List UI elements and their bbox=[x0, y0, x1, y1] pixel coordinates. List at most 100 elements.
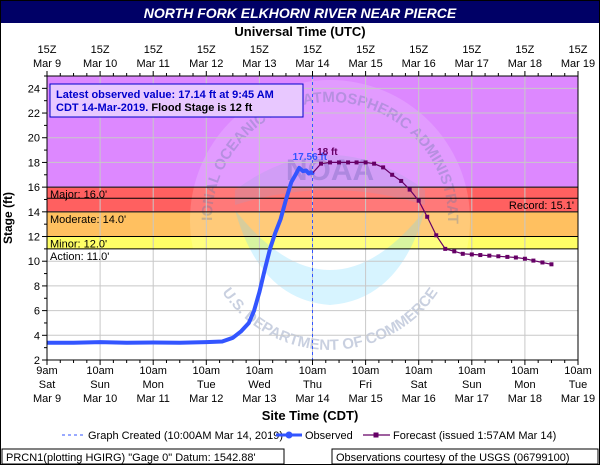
bottom-tick-label-day: Thu bbox=[303, 379, 322, 391]
bottom-tick-label-day: Sun bbox=[90, 379, 110, 391]
bottom-tick-label-day: Mon bbox=[514, 379, 535, 391]
top-tick-label-time: 15Z bbox=[409, 44, 428, 56]
top-tick-label-date: Mar 11 bbox=[136, 58, 169, 70]
info-line-2: CDT 14-Mar-2019. Flood Stage is 12 ft bbox=[56, 102, 253, 114]
top-tick-label-time: 15Z bbox=[356, 44, 375, 56]
bottom-tick-label-day: Sat bbox=[39, 379, 56, 391]
legend: Graph Created (10:00AM Mar 14, 2019) Obs… bbox=[62, 430, 556, 442]
top-tick-label-time: 15Z bbox=[303, 44, 322, 56]
x-axis-title: Site Time (CDT) bbox=[262, 408, 359, 423]
bottom-tick-label-date: Mar 18 bbox=[508, 393, 542, 405]
bottom-tick-label-date: Mar 10 bbox=[83, 393, 117, 405]
forecast-point bbox=[540, 260, 545, 265]
forecast-point bbox=[337, 160, 342, 165]
top-tick-label-time: 15Z bbox=[462, 44, 481, 56]
y-tick-label: 24 bbox=[28, 83, 40, 95]
bottom-tick-label-time: 9am bbox=[36, 365, 57, 377]
y-tick-label: 2 bbox=[34, 355, 40, 367]
top-tick-label-time: 15Z bbox=[250, 44, 269, 56]
threshold-label-minor: Minor: 12.0' bbox=[50, 239, 107, 251]
value-annotation: 18 ft bbox=[317, 147, 338, 158]
top-tick-label-date: Mar 12 bbox=[189, 58, 223, 70]
bottom-tick-label-date: Mar 12 bbox=[189, 393, 223, 405]
y-tick-label: 4 bbox=[34, 330, 40, 342]
top-tick-label-date: Mar 16 bbox=[402, 58, 436, 70]
plot-border bbox=[46, 75, 579, 361]
watermark-disc bbox=[190, 80, 470, 360]
bottom-tick-label-day: Wed bbox=[248, 379, 270, 391]
forecast-point bbox=[390, 172, 395, 177]
threshold-label-major: Major: 16.0' bbox=[50, 189, 107, 201]
bottom-tick-label-date: Mar 15 bbox=[348, 393, 382, 405]
forecast-point bbox=[381, 165, 386, 170]
title-bar bbox=[1, 1, 599, 23]
y-tick-label: 18 bbox=[28, 157, 40, 169]
y-tick-label: 12 bbox=[28, 232, 40, 244]
y-tick-label: 10 bbox=[28, 256, 40, 268]
top-tick-label-date: Mar 9 bbox=[33, 58, 61, 70]
threshold-labels: Major: 16.0' Moderate: 14.0' Minor: 12.0'A… bbox=[50, 189, 574, 263]
legend-created-label: Graph Created (10:00AM Mar 14, 2019) bbox=[88, 430, 283, 442]
y-axis-title: Stage (ft) bbox=[1, 192, 15, 244]
bottom-tick-label-day: Fri bbox=[359, 379, 372, 391]
bottom-tick-label-time: 10am bbox=[352, 365, 380, 377]
watermark-wave bbox=[235, 210, 425, 305]
bottom-tick-label-date: Mar 19 bbox=[561, 393, 595, 405]
info-line-2-date: CDT 14-Mar-2019. bbox=[56, 102, 148, 114]
forecast-point bbox=[531, 258, 536, 263]
footer-right-text: Observations courtesy of the USGS (06799… bbox=[336, 452, 570, 464]
forecast-point bbox=[328, 160, 333, 165]
bottom-tick-label-day: Tue bbox=[197, 379, 216, 391]
top-tick-label-time: 15Z bbox=[91, 44, 110, 56]
top-tick-label-date: Mar 14 bbox=[295, 58, 329, 70]
bottom-tick-label-time: 10am bbox=[511, 365, 539, 377]
top-tick-label-date: Mar 10 bbox=[83, 58, 117, 70]
forecast-point bbox=[522, 256, 527, 261]
legend-observed-label: Observed bbox=[305, 430, 353, 442]
forecast-point bbox=[346, 160, 351, 165]
forecast-point bbox=[354, 160, 359, 165]
forecast-point bbox=[487, 253, 492, 258]
top-tick-label-date: Mar 15 bbox=[348, 58, 382, 70]
footer-left-text: PRCN1(plotting HGIRG) "Gage 0" Datum: 15… bbox=[6, 452, 256, 464]
bottom-tick-label-time: 10am bbox=[246, 365, 274, 377]
bottom-tick-label-time: 10am bbox=[564, 365, 592, 377]
top-tick-label-date: Mar 18 bbox=[508, 58, 542, 70]
bottom-tick-label-day: Sat bbox=[410, 379, 427, 391]
forecast-point bbox=[372, 161, 377, 166]
forecast-point bbox=[407, 187, 412, 192]
bottom-tick-label-time: 10am bbox=[458, 365, 486, 377]
info-line-1: Latest observed value: 17.14 ft at 9:45 … bbox=[56, 89, 274, 101]
value-annotation: 17.56 ft bbox=[293, 152, 328, 163]
top-tick-labels: 15Z Mar 9 15Z Mar 10 15Z Mar 11 15Z Mar 12 15Z Ma… bbox=[33, 44, 595, 70]
y-tick-label: 22 bbox=[28, 108, 40, 120]
forecast-point bbox=[496, 254, 501, 259]
info-box bbox=[49, 83, 304, 118]
top-tick-label-date: Mar 13 bbox=[242, 58, 276, 70]
forecast-point bbox=[416, 198, 421, 203]
bottom-tick-label-date: Mar 16 bbox=[402, 393, 436, 405]
forecast-point bbox=[363, 160, 368, 165]
top-tick-label-time: 15Z bbox=[569, 44, 588, 56]
forecast-point bbox=[478, 253, 483, 258]
threshold-label-record: Record: 15.1' bbox=[509, 200, 574, 212]
top-tick-label-time: 15Z bbox=[144, 44, 163, 56]
bottom-tick-label-time: 10am bbox=[139, 365, 167, 377]
observed-series-line bbox=[47, 165, 315, 345]
y-tick-label: 20 bbox=[28, 133, 40, 145]
bottom-tick-label-time: 10am bbox=[193, 365, 221, 377]
forecast-point bbox=[505, 254, 510, 259]
y-tick-label: 8 bbox=[34, 281, 40, 293]
top-axis-title: Universal Time (UTC) bbox=[234, 24, 365, 39]
threshold-label-moderate: Moderate: 14.0' bbox=[50, 214, 126, 226]
bottom-tick-label-date: Mar 9 bbox=[33, 393, 61, 405]
bottom-tick-label-time: 10am bbox=[86, 365, 114, 377]
bottom-tick-label-time: 10am bbox=[299, 365, 327, 377]
legend-forecast-label: Forecast (issued 1:57AM Mar 14) bbox=[393, 430, 556, 442]
forecast-point bbox=[425, 214, 430, 219]
bottom-tick-label-time: 10am bbox=[405, 365, 433, 377]
series-layer bbox=[47, 160, 554, 345]
forecast-point bbox=[443, 246, 448, 251]
